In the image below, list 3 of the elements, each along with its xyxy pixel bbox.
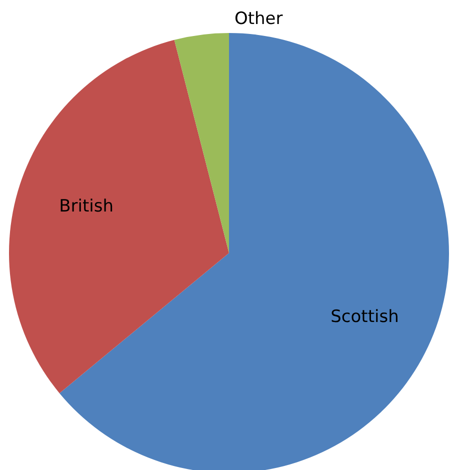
slice-label: Scottish — [330, 306, 399, 327]
slice-label: Other — [234, 8, 283, 29]
slice-label: British — [59, 196, 114, 217]
